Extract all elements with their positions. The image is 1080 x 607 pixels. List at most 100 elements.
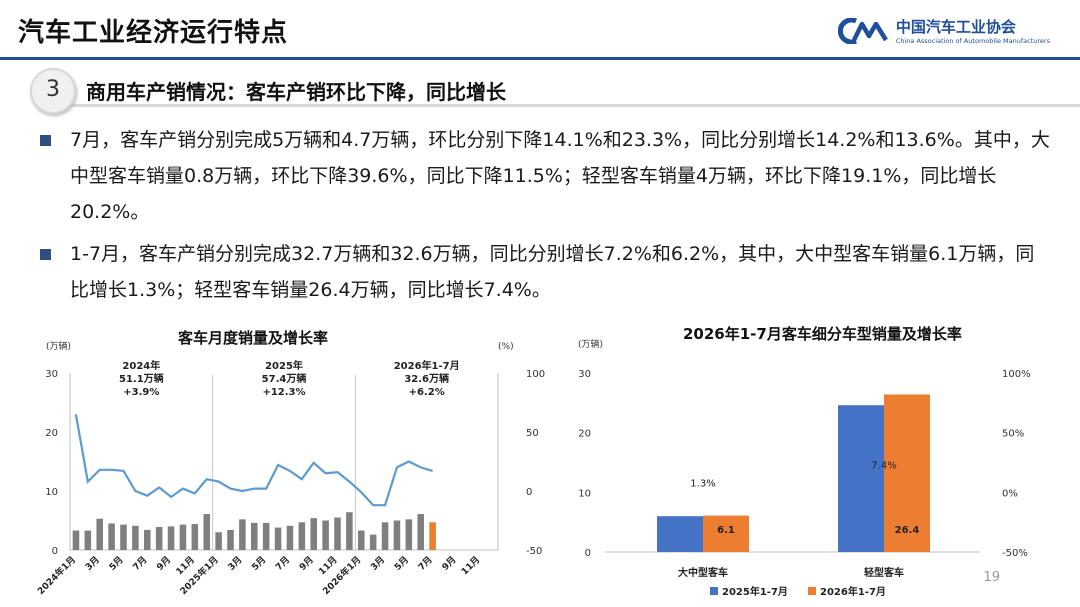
sales-bar bbox=[155, 526, 163, 550]
segment-bar bbox=[838, 405, 884, 552]
bullet-item: 7月，客车产销分别完成5万辆和4.7万辆，环比分别下降14.1%和23.3%，同… bbox=[40, 122, 1050, 230]
segment-sales-chart: (万辆) 0 10 20 30 -50% 0% 50% 100% 6.1 1.3% 大中型客车 26.4… bbox=[578, 338, 1031, 598]
x-tick-label: 11月 bbox=[459, 554, 482, 577]
sales-bar bbox=[132, 525, 139, 550]
bullet-square-icon bbox=[40, 135, 51, 146]
page-title: 汽车工业经济运行特点 bbox=[18, 18, 289, 48]
sales-bar bbox=[215, 532, 222, 550]
y-tick-label: 20 bbox=[45, 428, 58, 439]
legend-label: 2025年1-7月 bbox=[722, 585, 788, 598]
section-title: 商用车产销情况：客车产销环比下降，同比增长 bbox=[86, 80, 506, 104]
y2-tick-label: -50 bbox=[526, 546, 542, 557]
sales-bar bbox=[286, 525, 294, 550]
annotation-volume: 32.6万辆 bbox=[404, 372, 449, 385]
y-tick-label: 30 bbox=[578, 369, 591, 380]
sales-bar bbox=[84, 530, 92, 550]
x-tick-label: 5月 bbox=[392, 554, 411, 573]
page-number: 19 bbox=[983, 570, 1000, 585]
category-label: 轻型客车 bbox=[864, 566, 904, 579]
sales-bar bbox=[262, 522, 270, 550]
y2-tick-label: 50 bbox=[526, 428, 539, 439]
bullet-text: 7月，客车产销分别完成5万辆和4.7万辆，环比分别下降14.1%和23.3%，同… bbox=[70, 129, 1050, 223]
chart-title-monthly: 客车月度销量及增长率 bbox=[178, 329, 329, 347]
annotation-year: 2024年 bbox=[122, 359, 160, 372]
x-tick-label: 3月 bbox=[369, 554, 388, 573]
header: 汽车工业经济运行特点 中国汽车工业协会 China Association of… bbox=[0, 0, 1080, 60]
y2-tick-label: 0 bbox=[526, 487, 532, 498]
sales-bar bbox=[191, 524, 199, 550]
y2-tick-label: -50% bbox=[1002, 548, 1028, 559]
sales-bar bbox=[429, 522, 436, 550]
sales-bar bbox=[393, 520, 401, 550]
annotation-volume: 51.1万辆 bbox=[119, 372, 164, 385]
bullet-text: 1-7月，客车产销分别完成32.7万辆和32.6万辆，同比分别增长7.2%和6.… bbox=[70, 243, 1035, 301]
chart-title-segment: 2026年1-7月客车细分车型销量及增长率 bbox=[683, 325, 962, 343]
sales-bar bbox=[144, 529, 151, 550]
section-bar bbox=[50, 104, 1080, 107]
logo: 中国汽车工业协会 China Association of Automobile… bbox=[836, 16, 1050, 45]
logo-text-en: China Association of Automobile Manufact… bbox=[895, 37, 1050, 45]
bullet-list: 7月，客车产销分别完成5万辆和4.7万辆，环比分别下降14.1%和23.3%，同… bbox=[40, 122, 1050, 314]
y-tick-label: 30 bbox=[45, 369, 58, 380]
y2-tick-label: 100% bbox=[1002, 369, 1031, 380]
annotation-growth: +12.3% bbox=[262, 387, 305, 398]
legend-swatch bbox=[710, 587, 718, 595]
sales-bar bbox=[120, 524, 127, 550]
logo-icon bbox=[837, 17, 888, 44]
sales-bar bbox=[417, 514, 424, 550]
x-tick-label: 9月 bbox=[440, 554, 459, 573]
sales-bar bbox=[322, 520, 329, 550]
annotation-year: 2026年1-7月 bbox=[394, 359, 460, 372]
y-axis-unit: (万辆) bbox=[46, 340, 71, 352]
y-tick-label: 10 bbox=[578, 488, 591, 499]
y2-tick-label: 100 bbox=[526, 369, 545, 380]
sales-bar bbox=[346, 512, 353, 550]
annotation-year: 2025年 bbox=[265, 359, 303, 372]
y2-axis-unit: (%) bbox=[498, 342, 514, 352]
y-tick-label: 20 bbox=[578, 429, 591, 440]
x-tick-label: 7月 bbox=[273, 554, 292, 573]
section-heading: 3 商用车产销情况：客车产销环比下降，同比增长 bbox=[30, 68, 1080, 114]
sales-bar bbox=[108, 523, 115, 550]
annotation-growth: +6.2% bbox=[409, 387, 445, 398]
section-number: 3 bbox=[30, 68, 76, 114]
sales-bar bbox=[358, 530, 365, 550]
sales-bar bbox=[274, 527, 282, 550]
sales-bar bbox=[179, 524, 187, 550]
y2-tick-label: 50% bbox=[1002, 429, 1024, 440]
x-tick-label: 5月 bbox=[250, 554, 269, 573]
x-tick-label: 7月 bbox=[131, 554, 150, 573]
sales-bar bbox=[203, 514, 210, 550]
sales-bar bbox=[96, 518, 103, 550]
annotation-volume: 57.4万辆 bbox=[262, 372, 307, 385]
y-axis-unit: (万辆) bbox=[578, 338, 603, 350]
header-divider bbox=[0, 57, 1080, 60]
segment-bar bbox=[703, 515, 749, 552]
bullet-square-icon bbox=[40, 249, 51, 260]
x-tick-label: 5月 bbox=[107, 554, 126, 573]
x-tick-label: 3月 bbox=[226, 554, 245, 573]
x-tick-label: 2024年1月 bbox=[35, 554, 78, 597]
sales-bar bbox=[72, 530, 80, 550]
y-tick-label: 0 bbox=[585, 548, 591, 559]
growth-label: 7.4% bbox=[871, 460, 896, 471]
sales-bar bbox=[227, 529, 234, 550]
x-tick-label: 9月 bbox=[297, 554, 316, 573]
value-label: 26.4 bbox=[895, 525, 920, 536]
sales-bar bbox=[239, 519, 246, 550]
y2-tick-label: 0% bbox=[1002, 488, 1018, 499]
segment-bar bbox=[657, 516, 703, 552]
legend-swatch bbox=[808, 587, 816, 595]
sales-bar bbox=[251, 522, 258, 550]
sales-bar bbox=[298, 522, 306, 550]
annotation-growth: +3.9% bbox=[123, 387, 159, 398]
x-tick-label: 7月 bbox=[416, 554, 435, 573]
legend-label: 2026年1-7月 bbox=[820, 585, 886, 598]
value-label: 6.1 bbox=[717, 525, 735, 536]
growth-rate-line bbox=[74, 414, 433, 507]
sales-bar bbox=[167, 526, 175, 550]
growth-label: 1.3% bbox=[690, 478, 715, 489]
sales-bar bbox=[381, 522, 389, 550]
sales-bar bbox=[369, 534, 377, 550]
